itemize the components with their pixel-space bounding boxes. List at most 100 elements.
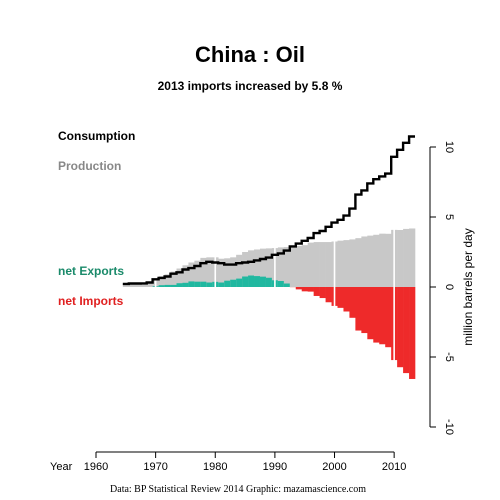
net-imports-bar [355,287,362,331]
net-imports-bar [409,287,416,379]
production-bar [385,233,392,287]
y-tick-label: 10 [443,141,455,153]
production-bar [373,234,380,287]
y-axis: 10 5 0 -5 -10 [429,141,455,435]
net-exports-bar [194,281,201,287]
production-bar [170,271,177,287]
net-exports-bar [164,284,171,287]
x-axis-label: Year [50,461,73,473]
legend-production: Production [58,159,121,173]
production-bar [295,245,303,287]
production-bar [409,228,416,287]
production-bar [254,249,261,287]
net-imports-bar [343,287,350,312]
x-tick-label: 2010 [382,461,406,473]
net-exports-bar [236,278,243,287]
production-bar [206,257,213,287]
net-imports-bar [301,287,308,292]
net-imports-bar [373,287,380,343]
net-exports-bar [277,280,285,287]
x-axis: 1960 1970 1980 1990 2000 2010 [84,451,406,473]
y-tick-label: 0 [443,284,455,290]
x-tick-label: 1990 [263,461,287,473]
net-imports-bar [295,287,303,290]
y-tick-label: -10 [443,419,455,435]
production-bar [367,235,374,287]
x-tick-label: 1960 [84,461,108,473]
production-bar [379,233,386,287]
net-exports-bar [170,284,177,287]
net-exports-bar [182,282,189,287]
production-bar [313,242,320,287]
source-note: Data: BP Statistical Review 2014 Graphic… [110,484,366,495]
legend-consumption: Consumption [58,129,135,143]
production-bar [301,245,308,287]
production-bar [289,246,297,287]
production-bar [349,239,356,287]
legend-net-imports: net Imports [58,294,124,308]
production-bar [224,258,231,287]
production-bar [361,236,368,287]
net-exports-bar [206,282,213,287]
consumption-line [122,135,415,286]
production-bar [128,283,136,287]
x-tick-label: 1970 [143,461,167,473]
net-exports-bar [254,276,261,287]
net-imports-bar [367,287,374,340]
net-imports-bar [325,287,332,303]
production-bar [403,228,410,287]
production-bar [277,247,285,287]
net-exports-bar [242,276,249,287]
production-bar [325,242,332,287]
net-imports-bar [307,287,314,292]
net-exports-bar [200,281,207,287]
production-bar [265,248,273,287]
net-exports-bar [230,279,237,287]
net-imports-bar [349,287,356,318]
net-imports-bar [403,287,410,374]
net-exports-bar [248,275,255,287]
legend-net-exports: net Exports [58,264,124,278]
production-bar [236,254,243,287]
production-bar [164,274,171,287]
production-bar [140,283,147,287]
production-bar [337,240,344,287]
net-imports-bar [397,287,404,368]
production-bar [242,252,249,287]
net-exports-bar [176,283,183,287]
production-bar [319,242,326,287]
production-bar [283,247,291,287]
production-bar [182,265,189,287]
y-tick-label: 5 [443,214,455,220]
chart-title: China : Oil [195,42,305,67]
production-bar [176,268,183,287]
x-tick-label: 1980 [203,461,227,473]
production-bar [355,238,362,287]
net-imports-bar [319,287,326,299]
net-imports-bar [379,287,386,345]
net-exports-bar [224,280,231,287]
production-bar [218,258,225,287]
plot-area [122,135,416,385]
production-bar [122,283,130,287]
production-bar [194,260,201,287]
production-bar [188,262,195,287]
net-exports-bar [158,285,165,287]
net-imports-bar [313,287,320,296]
production-bar [134,283,142,287]
net-imports-bar [337,287,344,308]
production-bar [200,257,207,287]
net-imports-bar [385,287,392,348]
net-exports-bar [218,282,225,287]
production-bar [343,240,350,287]
chart-subtitle: 2013 imports increased by 5.8 % [158,79,343,93]
x-tick-label: 2000 [322,461,346,473]
net-exports-bar [188,281,195,287]
production-bar [158,276,165,287]
production-bar [259,248,267,287]
production-bar [146,282,153,287]
production-bar [230,257,237,287]
y-axis-label: million barrels per day [461,228,475,345]
net-exports-bar [265,277,273,287]
